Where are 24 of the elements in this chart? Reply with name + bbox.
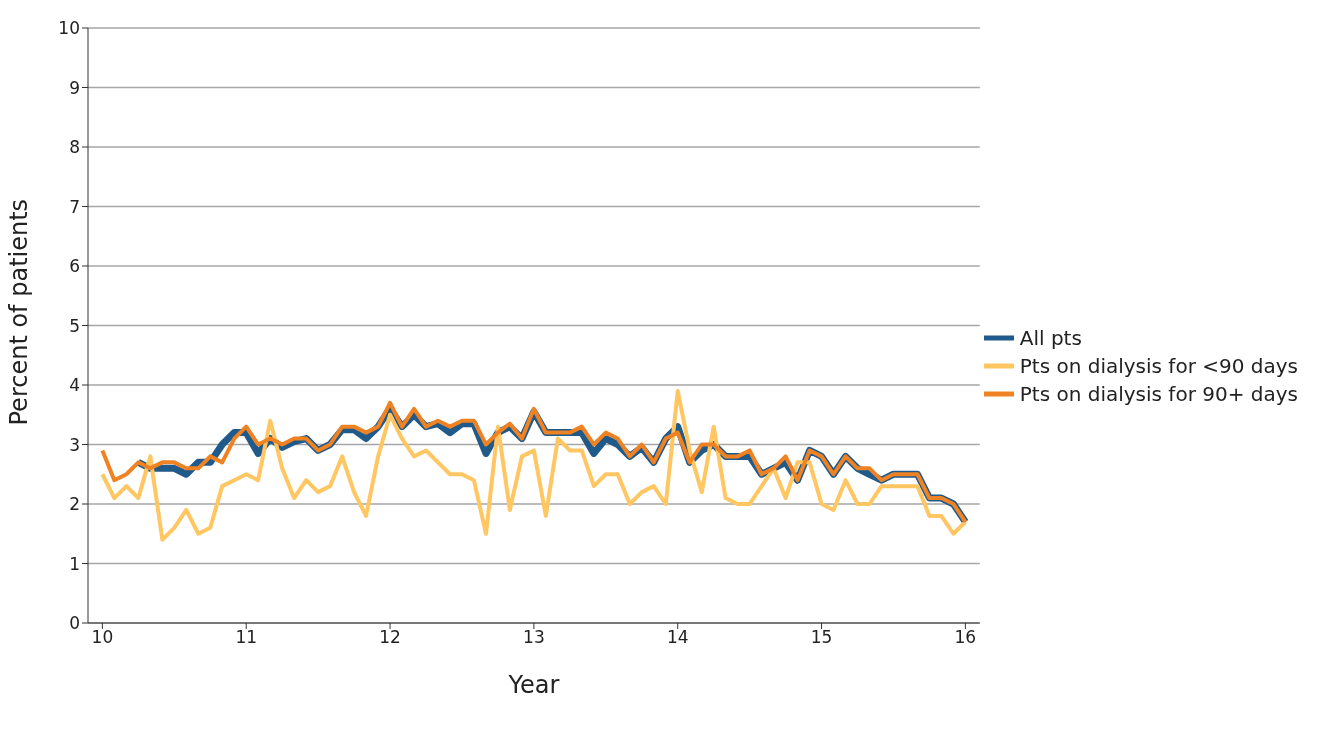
y-tick-label: 6 [69,256,80,277]
x-tick-label: 11 [235,627,258,648]
y-tick-label: 3 [69,434,80,455]
x-tick-label: 13 [523,627,545,648]
x-tick-label: 14 [666,627,689,648]
y-tick-label: 7 [69,196,80,217]
legend-label: Pts on dialysis for 90+ days [1019,381,1298,406]
x-tick-label: 12 [379,627,401,648]
x-tick-label: 10 [91,627,114,648]
y-tick-label: 1 [69,553,80,574]
y-tick-label: 0 [69,613,80,634]
y-tick-label: 10 [58,18,80,39]
y-tick-label: 8 [69,137,80,158]
line-series [100,388,968,542]
x-axis-title: Year [507,671,560,699]
legend-label: Pts on dialysis for <90 days [1019,353,1298,378]
y-axis-title: Percent of patients [4,198,33,426]
y-tick-label: 5 [69,315,80,336]
y-tick-label: 4 [69,375,80,396]
legend-label: All pts [1019,325,1082,350]
y-tick-label: 2 [69,494,80,515]
x-tick-label: 15 [810,627,833,648]
x-tick-label: 16 [954,627,977,648]
y-tick-label: 9 [69,77,80,98]
